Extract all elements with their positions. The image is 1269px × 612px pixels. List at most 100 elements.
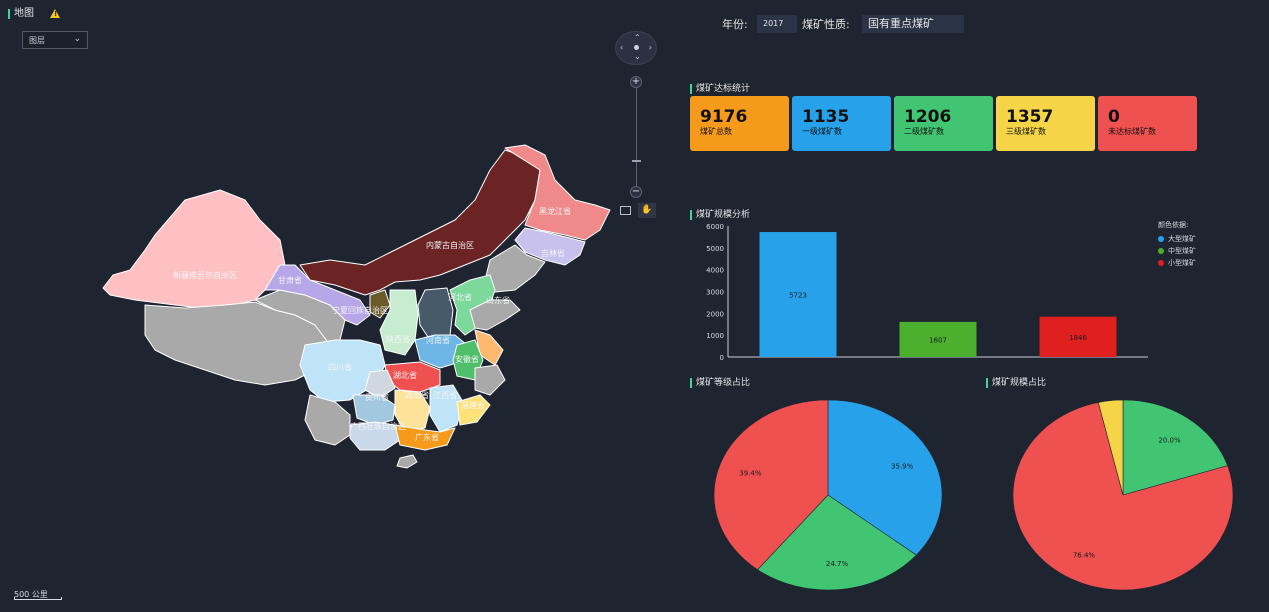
legend-swatch bbox=[1158, 236, 1164, 242]
pie-slice-label: 35.9% bbox=[891, 463, 914, 471]
pie-slice[interactable] bbox=[713, 399, 829, 571]
zoom-slider-handle[interactable] bbox=[632, 160, 641, 162]
pan-up-icon[interactable]: ⌃ bbox=[634, 33, 641, 42]
stat-card-value: 1135 bbox=[802, 107, 850, 127]
pie-slice[interactable] bbox=[1122, 399, 1229, 496]
legend-swatch bbox=[1158, 248, 1164, 254]
map-label: 湖南省 bbox=[405, 390, 429, 400]
map-title: 地图 bbox=[8, 8, 34, 20]
region-hunan bbox=[394, 389, 431, 433]
region-xinjiang bbox=[102, 189, 286, 311]
scale-bar bbox=[14, 597, 62, 600]
warning-icon[interactable]: ! bbox=[50, 9, 60, 18]
map-label: 湖北省 bbox=[393, 370, 417, 380]
stat-card-value: 1206 bbox=[904, 107, 952, 127]
legend-label: 中型煤矿 bbox=[1168, 247, 1196, 255]
region-gansu bbox=[264, 264, 371, 326]
map-label: 山东省 bbox=[486, 295, 510, 305]
map-label: 广西壮族自治区 bbox=[350, 421, 406, 431]
stat-card-label: 三级煤矿数 bbox=[1006, 127, 1046, 136]
stat-card: 1135 一级煤矿数 bbox=[792, 96, 891, 151]
year-select[interactable]: 2017 bbox=[757, 15, 797, 33]
legend-label: 大型煤矿 bbox=[1168, 235, 1196, 243]
zoom-slider-track[interactable] bbox=[636, 82, 637, 194]
stats-title: 煤矿达标统计 bbox=[690, 83, 750, 95]
nature-select[interactable]: 国有重点煤矿 bbox=[862, 15, 964, 33]
layer-select[interactable]: 图层 ⌄ bbox=[22, 31, 88, 49]
region-hainan bbox=[396, 454, 418, 469]
map-label: 吉林省 bbox=[541, 248, 565, 258]
stat-card-value: 0 bbox=[1108, 107, 1120, 127]
y-tick-label: 2000 bbox=[706, 310, 724, 318]
region-shaanxi bbox=[379, 289, 419, 356]
region-chongqing bbox=[364, 369, 396, 399]
map-label: 贵州省 bbox=[365, 392, 389, 402]
region-yunnan bbox=[304, 394, 351, 446]
y-tick-label: 1000 bbox=[706, 332, 724, 340]
region-shandong bbox=[469, 299, 521, 331]
pie-slice[interactable] bbox=[757, 494, 917, 591]
stat-card-label: 未达标煤矿数 bbox=[1108, 127, 1156, 136]
map-label: 广东省 bbox=[415, 432, 439, 442]
y-tick-label: 4000 bbox=[706, 267, 724, 275]
stat-card: 9176 煤矿总数 bbox=[690, 96, 789, 151]
grade-pie-title: 煤矿等级占比 bbox=[690, 377, 750, 389]
y-tick-label: 0 bbox=[720, 354, 724, 362]
map-label: 河南省 bbox=[426, 335, 450, 345]
bar-value-label: 5723 bbox=[789, 292, 807, 300]
pie-slice[interactable] bbox=[1097, 399, 1124, 496]
bar-value-label: 1607 bbox=[929, 336, 947, 344]
bar-chart-title: 煤矿规模分析 bbox=[690, 209, 750, 221]
pan-center-icon[interactable] bbox=[634, 45, 639, 50]
zoom-out-button[interactable]: − bbox=[630, 186, 642, 198]
stat-card-label: 煤矿总数 bbox=[700, 127, 732, 136]
map-label: 江西省 bbox=[433, 390, 457, 400]
compass-control[interactable]: ⌃ ‹ › ⌄ bbox=[615, 31, 657, 65]
stat-card-label: 一级煤矿数 bbox=[802, 127, 842, 136]
pan-right-icon[interactable]: › bbox=[648, 43, 652, 52]
legend-swatch bbox=[1158, 260, 1164, 266]
pan-down-icon[interactable]: ⌄ bbox=[634, 52, 641, 61]
bar[interactable] bbox=[1039, 316, 1117, 357]
layer-select-value: 图层 bbox=[29, 36, 45, 45]
map-label: 宁夏回族自治区 bbox=[332, 305, 388, 315]
map-label: 陕西省 bbox=[386, 334, 410, 344]
legend-item[interactable]: 大型煤矿 bbox=[1158, 235, 1196, 244]
hand-pan-icon[interactable]: ✋ bbox=[638, 203, 656, 218]
region-ningxia bbox=[369, 289, 391, 319]
pie-slice-label: 20.0% bbox=[1158, 437, 1181, 445]
region-fujian bbox=[456, 394, 491, 426]
pie-slice-label: 39.4% bbox=[739, 470, 762, 478]
map-label: 内蒙古自治区 bbox=[426, 240, 474, 250]
legend-title: 颜色依据: bbox=[1158, 221, 1189, 229]
bar-value-label: 1846 bbox=[1069, 334, 1087, 342]
bar[interactable] bbox=[899, 321, 977, 357]
rectangle-select-icon[interactable] bbox=[620, 206, 631, 215]
map-label: 四川省 bbox=[328, 362, 352, 372]
legend-label: 小型煤矿 bbox=[1168, 259, 1196, 267]
pie-slice-label: 76.4% bbox=[1073, 552, 1096, 560]
china-map[interactable]: 新疆维吾尔自治区 甘肃省 内蒙古自治区 黑龙江省 吉林省 山东省 河北省 宁夏回… bbox=[95, 140, 625, 475]
map-label: 黑龙江省 bbox=[539, 206, 571, 216]
region-inner-mongolia bbox=[299, 149, 541, 296]
stat-card: 1206 二级煤矿数 bbox=[894, 96, 993, 151]
map-label: 河北省 bbox=[448, 292, 472, 302]
nature-label: 煤矿性质: bbox=[802, 18, 850, 31]
legend-item[interactable]: 小型煤矿 bbox=[1158, 259, 1196, 268]
stat-card: 0 未达标煤矿数 bbox=[1098, 96, 1197, 151]
pan-left-icon[interactable]: ‹ bbox=[620, 43, 624, 52]
region-guangxi bbox=[349, 421, 401, 451]
zoom-in-button[interactable]: + bbox=[630, 76, 642, 88]
region-guizhou bbox=[352, 394, 396, 426]
legend-item[interactable]: 中型煤矿 bbox=[1158, 247, 1196, 256]
bar-chart: 0 1000 2000 3000 4000 5000 6000 5723 1607 1846 bbox=[706, 223, 1148, 362]
pie-slice-label: 24.7% bbox=[826, 560, 849, 568]
region-heilongjiang bbox=[504, 144, 611, 241]
map-label: 福建省 bbox=[461, 400, 485, 410]
map-label: 安徽省 bbox=[455, 354, 479, 364]
stat-card-label: 二级煤矿数 bbox=[904, 127, 944, 136]
pie-slice[interactable] bbox=[1012, 402, 1234, 591]
pie-slice[interactable] bbox=[827, 399, 943, 556]
scale-label: 500 公里 bbox=[14, 590, 48, 599]
bar[interactable] bbox=[759, 232, 837, 357]
